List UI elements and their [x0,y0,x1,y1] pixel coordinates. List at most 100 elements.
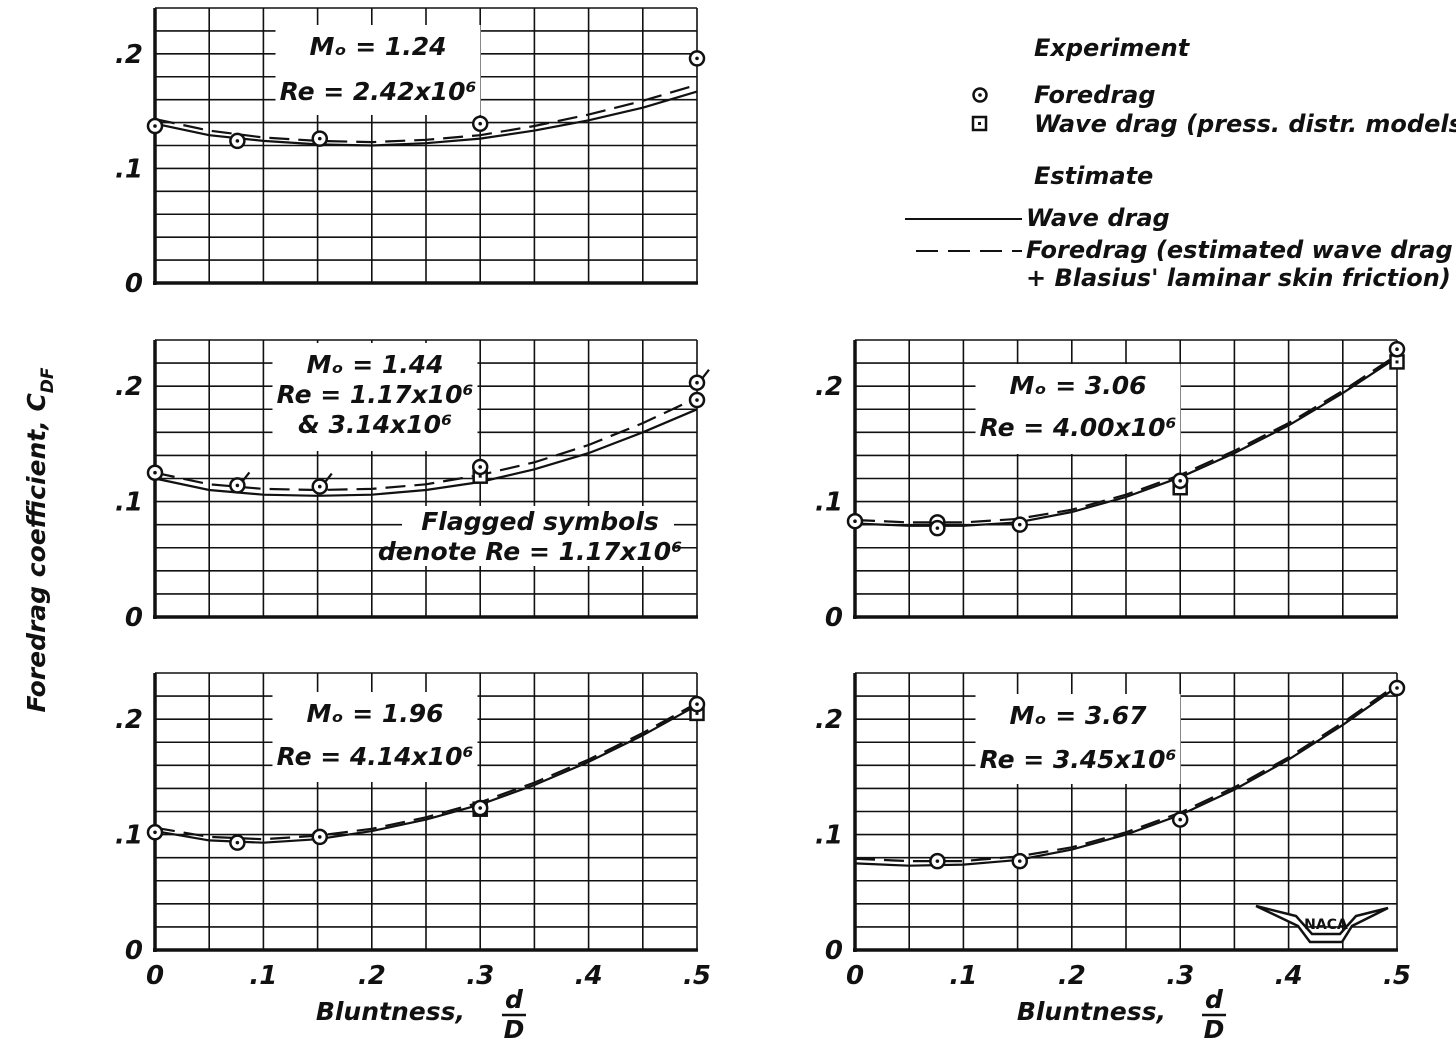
x-tick-label: .3 [1166,961,1194,991]
y-tick-label: 0 [125,269,143,299]
foredrag-point [929,519,946,537]
y-tick-label: 0 [825,936,843,966]
y-tick-label: 0 [125,603,143,633]
x-axis-title-right-numerator: d [1205,985,1224,1014]
naca-logo: NACA [1255,904,1389,944]
note-box [402,506,674,566]
annotation-box [272,692,478,782]
annotation-line: Mₒ = 1.24 [309,32,446,61]
foredrag-point [146,464,164,481]
y-tick-label: .2 [115,40,143,70]
x-axis-title-right-text: Bluntness, [1017,997,1166,1026]
foredrag-point [471,115,489,132]
note-line: denote Re = 1.17x10⁶ [378,537,682,566]
x-tick-label: .2 [1058,961,1086,991]
svg-text:Foredrag coefficient, CDF: Foredrag coefficient, CDF [22,367,58,712]
wave-drag-curve [854,356,1398,527]
y-tick-label: .1 [115,821,143,851]
annotation-box [975,694,1181,784]
foredrag-point [471,458,489,476]
annotation-line: Mₒ = 1.96 [306,699,443,728]
x-tick-label: .2 [358,961,386,991]
legend-wave-drag-exp: Wave drag (press. distr. models) [1034,110,1456,138]
legend-estimate-title: Estimate [1034,162,1153,190]
foredrag-point [688,391,706,409]
x-tick-label: .5 [1383,961,1411,991]
y-tick-label: .2 [115,705,143,735]
legend-wave-drag-est: Wave drag [1026,204,1170,232]
x-axis-title-left: Bluntness, d D [316,985,526,1044]
foredrag-point [1171,811,1189,828]
foredrag-point [688,695,706,713]
x-tick-label: 0 [846,961,864,991]
y-tick-label: .1 [815,488,843,518]
x-tick-label: .5 [683,961,711,991]
x-axis-title-right-denominator: D [1204,1015,1225,1044]
wave-drag-curve [854,685,1398,867]
foredrag-point [311,130,329,147]
annotation-line: Re = 1.17x10⁶ [277,380,474,409]
x-axis-title-right: Bluntness, d D [1017,985,1226,1044]
annotation-line: & 3.14x10⁶ [298,410,452,439]
foredrag-point [229,834,246,851]
annotation-line: Mₒ = 3.67 [1009,701,1147,730]
x-tick-label: .4 [575,961,603,991]
y-tick-label: .2 [115,372,143,402]
y-tick-label: .2 [815,372,843,402]
annotation-line: Mₒ = 3.06 [1009,371,1146,400]
y-tick-label: .1 [815,821,843,851]
foredrag-point [688,369,710,391]
legend-foredrag: Foredrag [1034,81,1156,109]
y-tick-label: .1 [115,488,143,518]
annotation-line: Re = 2.42x10⁶ [280,77,477,106]
annotation-line: Mₒ = 1.44 [306,350,443,379]
x-tick-label: .4 [1275,961,1303,991]
grid [154,672,698,951]
note-line: Flagged symbols [421,507,659,536]
foredrag-point [229,471,251,494]
legend-square-marker [971,115,988,132]
y-axis-title-subscript: DF [38,367,58,393]
foredrag-point [688,50,706,67]
foredrag-estimate-curve [154,702,698,841]
flag-mark [323,472,333,484]
x-axis-title-left-denominator: D [504,1015,525,1044]
legend-experiment-title: Experiment [1034,34,1191,62]
foredrag-point [1388,679,1406,697]
legend-foredrag-est-line2: + Blasius' laminar skin friction) [1026,264,1451,292]
naca-logo-text: NACA [1304,917,1348,933]
foredrag-point [146,824,164,841]
legend: Experiment Foredrag Wave drag (press. di… [905,34,1456,292]
y-axis-title-text: Foredrag coefficient, C [22,393,51,713]
y-tick-label: .2 [815,705,843,735]
foredrag-point [1388,340,1406,358]
annotation-box [975,364,1181,454]
y-axis-title: Foredrag coefficient, CDF [22,367,58,712]
panel-p367: 0 .1 .2 0 .1 .2 .3 .4 .5 Mₒ = 3.67 Re = 3.45x10⁶ [815,672,1411,991]
foredrag-point [1011,516,1029,533]
foredrag-point [471,799,489,817]
x-tick-label: .3 [466,961,494,991]
panel-p124: 0 .1 .2 Mₒ = 1.24 Re = 2.42x10⁶ [115,7,706,299]
foredrag-point [146,117,164,135]
foredrag-point [846,512,864,530]
foredrag-estimate-curve [154,83,698,144]
y-tick-label: .1 [115,154,143,184]
foredrag-point [1171,472,1189,490]
x-tick-label: 0 [146,961,164,991]
y-tick-label: 0 [825,603,843,633]
y-tick-label: 0 [125,936,143,966]
annotation-line: Re = 3.45x10⁶ [980,745,1177,774]
panel-p196: 0 .1 .2 0 .1 .2 .3 .4 .5 Mₒ = 1.96 Re = 4.14x10⁶ [115,672,711,991]
foredrag-point [1011,852,1029,870]
x-axis-title-left-numerator: d [505,985,524,1014]
panel-p306: 0 .1 .2 Mₒ = 3.06 Re = 4.00x10⁶ [815,339,1406,633]
wave-drag-curve [154,408,698,497]
foredrag-point [229,132,246,150]
foredrag-point [311,828,329,846]
foredrag-point [311,472,333,495]
naca-logo-wings [1255,904,1389,944]
flag-mark [241,471,251,483]
